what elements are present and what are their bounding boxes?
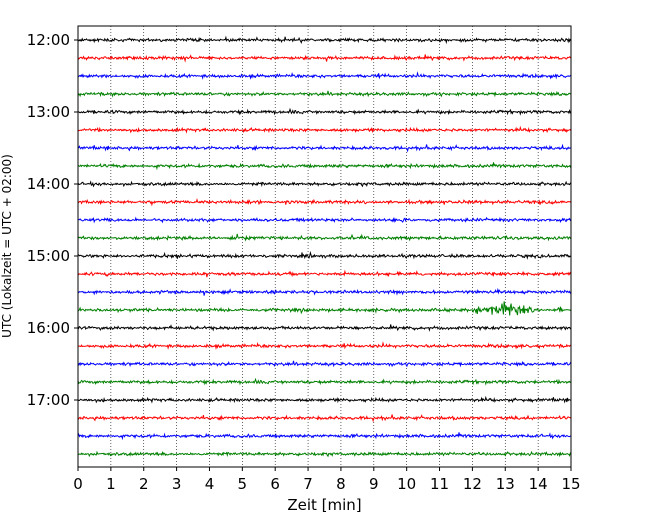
trace-1515 bbox=[77, 269, 572, 278]
trace-1415 bbox=[77, 197, 572, 207]
trace-1400 bbox=[77, 180, 572, 188]
x-tick-label-8: 8 bbox=[336, 475, 346, 493]
trace-1645 bbox=[77, 377, 572, 386]
y-tick-label-3: 15:00 bbox=[27, 247, 70, 265]
trace-1630 bbox=[77, 360, 572, 368]
x-tick-label-7: 7 bbox=[303, 475, 313, 493]
x-tick-label-3: 3 bbox=[172, 475, 182, 493]
y-tick-label-1: 13:00 bbox=[27, 103, 70, 121]
x-tick-label-14: 14 bbox=[529, 475, 548, 493]
x-axis: 0 1 2 3 4 5 6 7 8 9 10 11 12 13 14 15 bbox=[73, 467, 581, 493]
trace-1300 bbox=[77, 107, 572, 116]
y-tick-label-5: 17:00 bbox=[27, 391, 70, 409]
trace-1230 bbox=[77, 71, 572, 80]
trace-1730 bbox=[77, 432, 572, 441]
trace-1445 bbox=[77, 233, 572, 242]
y-tick-label-4: 16:00 bbox=[27, 319, 70, 337]
trace-1700 bbox=[77, 395, 572, 404]
x-tick-label-9: 9 bbox=[369, 475, 379, 493]
y-axis-label: UTC (Lokalzeit = UTC + 02:00) bbox=[0, 154, 14, 338]
trace-1715 bbox=[77, 414, 572, 423]
x-tick-label-4: 4 bbox=[205, 475, 215, 493]
trace-1500 bbox=[78, 250, 572, 260]
trace-1215 bbox=[77, 54, 572, 63]
x-axis-label: Zeit [min] bbox=[287, 496, 361, 514]
x-tick-label-2: 2 bbox=[139, 475, 149, 493]
y-tick-label-2: 14:00 bbox=[27, 175, 70, 193]
trace-1245 bbox=[77, 90, 572, 98]
traces bbox=[77, 35, 572, 458]
trace-1315 bbox=[77, 125, 572, 134]
x-tick-label-1: 1 bbox=[106, 475, 116, 493]
x-tick-label-10: 10 bbox=[397, 475, 416, 493]
trace-1615 bbox=[77, 341, 572, 350]
x-tick-label-0: 0 bbox=[73, 475, 83, 493]
trace-1345 bbox=[77, 162, 572, 171]
trace-1530 bbox=[77, 287, 572, 296]
x-tick-label-6: 6 bbox=[270, 475, 280, 493]
trace-1330 bbox=[77, 143, 572, 153]
y-tick-label-0: 12:00 bbox=[27, 31, 70, 49]
trace-1545 bbox=[77, 301, 572, 316]
trace-1430 bbox=[77, 216, 572, 224]
x-tick-label-5: 5 bbox=[238, 475, 248, 493]
x-tick-label-13: 13 bbox=[496, 475, 515, 493]
y-axis: 12:00 13:00 14:00 15:00 16:00 17:00 bbox=[27, 31, 78, 409]
x-tick-label-11: 11 bbox=[430, 475, 449, 493]
trace-1745 bbox=[77, 450, 572, 458]
trace-1200 bbox=[78, 35, 572, 45]
x-tick-label-12: 12 bbox=[463, 475, 482, 493]
x-tick-label-15: 15 bbox=[561, 475, 580, 493]
trace-1600 bbox=[77, 324, 572, 332]
plot-frame bbox=[77, 25, 572, 468]
